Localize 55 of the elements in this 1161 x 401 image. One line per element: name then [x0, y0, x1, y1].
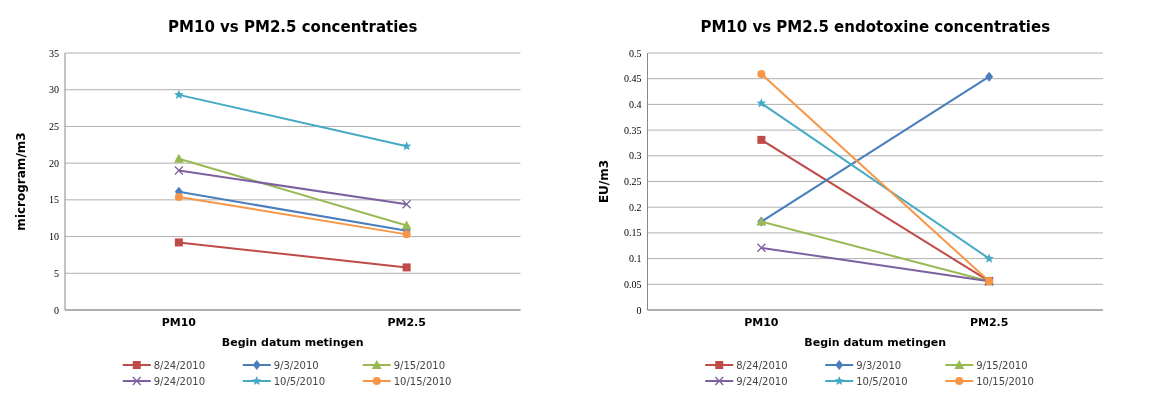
- x-tick-label: PM10: [161, 316, 197, 329]
- point: [984, 253, 994, 263]
- y-tick-label: 0.45: [624, 73, 642, 85]
- point: [757, 70, 766, 79]
- y-axis-title: EU/m3: [596, 159, 611, 204]
- y-tick-label: 5: [54, 267, 59, 279]
- y-tick-label: 25: [49, 120, 59, 132]
- point: [985, 71, 994, 82]
- y-axis-title: microgram/m3: [14, 132, 28, 231]
- y-tick-label: 0.1: [629, 253, 642, 265]
- y-tick-label: 15: [49, 194, 59, 206]
- y-tick-label: 0.2: [629, 201, 642, 213]
- x-tick-label: PM2.5: [969, 316, 1009, 329]
- legend-label: 8/24/2010: [153, 359, 206, 371]
- point: [402, 230, 411, 239]
- point: [174, 192, 183, 201]
- y-tick-label: 0.25: [624, 176, 642, 187]
- legend-label: 8/24/2010: [736, 359, 788, 371]
- x-axis-title: Begin datum metingen: [221, 336, 364, 349]
- x-tick-label: PM10: [744, 316, 779, 329]
- legend-label: 10/5/2010: [856, 375, 908, 387]
- legend-label: 9/24/2010: [153, 375, 206, 387]
- legend-label: 9/3/2010: [856, 359, 902, 371]
- y-tick-label: 0.15: [624, 227, 642, 239]
- point: [756, 243, 767, 253]
- y-tick-label: 0.4: [629, 98, 642, 110]
- y-tick-label: 20: [49, 157, 59, 169]
- chart-title: PM10 vs PM2.5 endotoxine concentraties: [700, 18, 1051, 36]
- x-tick-label: PM2.5: [387, 316, 426, 329]
- y-tick-label: 0.3: [629, 150, 642, 162]
- legend-label: 10/15/2010: [393, 375, 452, 387]
- chart-title: PM10 vs PM2.5 concentraties: [168, 18, 418, 36]
- point: [757, 135, 766, 144]
- point: [402, 263, 411, 272]
- point: [174, 165, 184, 176]
- legend-label: 10/15/2010: [976, 375, 1034, 387]
- y-tick-label: 0: [54, 304, 59, 316]
- point: [401, 199, 412, 209]
- y-tick-label: 0.05: [624, 278, 642, 290]
- y-tick-label: 0: [636, 304, 642, 316]
- legend-label: 9/3/2010: [273, 359, 319, 371]
- legend-label: 10/5/2010: [273, 375, 326, 387]
- legend-label: 9/15/2010: [976, 359, 1028, 371]
- y-tick-label: 0.5: [629, 47, 642, 59]
- point: [756, 98, 767, 108]
- y-tick-label: 30: [49, 84, 59, 96]
- x-axis-title: Begin datum metingen: [804, 336, 947, 349]
- y-tick-label: 10: [49, 231, 59, 243]
- y-tick-label: 0.35: [624, 124, 642, 136]
- point: [174, 238, 183, 247]
- legend-label: 9/15/2010: [393, 359, 446, 371]
- point: [401, 141, 412, 151]
- y-tick-label: 35: [49, 47, 59, 59]
- legend-label: 9/24/2010: [736, 375, 788, 387]
- point: [174, 89, 184, 99]
